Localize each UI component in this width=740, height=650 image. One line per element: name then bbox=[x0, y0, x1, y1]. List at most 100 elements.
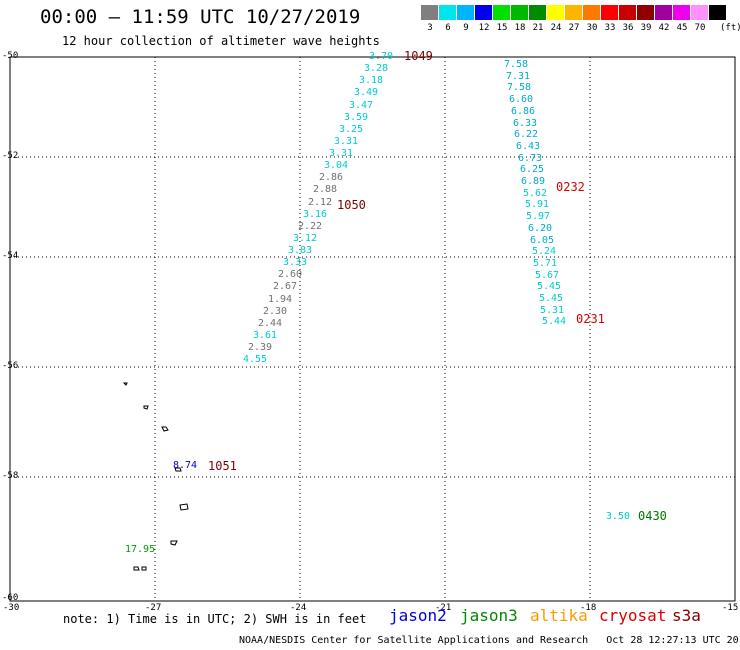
scale-swatch bbox=[421, 5, 439, 20]
scale-swatch bbox=[637, 5, 655, 20]
scale-unit: (ft) bbox=[720, 23, 740, 33]
wave-height-label: 6.86 bbox=[511, 106, 536, 117]
wave-height-label: 6.25 bbox=[520, 164, 545, 175]
map-frame bbox=[9, 56, 736, 602]
wave-height-label: 3.31 bbox=[329, 148, 354, 159]
wave-height-label: 5.45 bbox=[539, 293, 564, 304]
satellite-legend-item: jason3 bbox=[460, 606, 518, 625]
wave-height-label: 5.71 bbox=[533, 258, 558, 269]
scale-label: 30 bbox=[586, 23, 598, 33]
x-tick-label: -21 bbox=[435, 603, 452, 613]
satellite-legend-item: cryosat bbox=[599, 606, 667, 625]
scale-swatch bbox=[565, 5, 583, 20]
island-shape bbox=[179, 503, 189, 511]
scale-swatch bbox=[475, 5, 493, 20]
scale-label: 24 bbox=[550, 23, 562, 33]
wave-height-label: 6.22 bbox=[514, 129, 539, 140]
wave-height-label: 3.59 bbox=[344, 112, 369, 123]
footer-note: note: 1) Time is in UTC; 2) SWH is in fe… bbox=[63, 612, 367, 626]
scale-label: 9 bbox=[463, 23, 469, 33]
scale-label: 12 bbox=[478, 23, 490, 33]
x-tick-label: -27 bbox=[145, 603, 162, 613]
island-shape bbox=[170, 540, 178, 546]
wave-height-label: 2.30 bbox=[263, 306, 288, 317]
x-tick-label: -15 bbox=[722, 603, 739, 613]
map-title: 00:00 — 11:59 UTC 10/27/2019 bbox=[40, 6, 361, 28]
wave-height-label: 6.60 bbox=[509, 94, 534, 105]
wave-height-label: 2.86 bbox=[319, 172, 344, 183]
scale-swatch bbox=[493, 5, 511, 20]
wave-height-label: 5.24 bbox=[532, 246, 557, 257]
pass-time-label: 0232 bbox=[556, 180, 585, 194]
wave-height-label: 3.16 bbox=[303, 209, 328, 220]
scale-swatch bbox=[691, 5, 709, 20]
scale-swatch bbox=[511, 5, 529, 20]
wave-height-label: 7.58 bbox=[507, 82, 532, 93]
y-tick-label: -50 bbox=[2, 51, 19, 61]
scale-label: 36 bbox=[622, 23, 634, 33]
scale-label: 42 bbox=[658, 23, 670, 33]
island-shape bbox=[141, 566, 147, 571]
wave-height-label: 2.88 bbox=[313, 184, 338, 195]
grid-lines bbox=[10, 57, 735, 601]
wave-height-label: 7.31 bbox=[506, 71, 531, 82]
wave-height-label: 6.89 bbox=[521, 176, 546, 187]
scale-swatch bbox=[601, 5, 619, 20]
x-tick-label: -18 bbox=[580, 603, 597, 613]
pass-time-label: 0430 bbox=[638, 509, 667, 523]
wave-height-label: 3.12 bbox=[293, 233, 318, 244]
wave-height-label: 6.43 bbox=[516, 141, 541, 152]
island-shape bbox=[174, 467, 182, 472]
wave-height-label: 5.91 bbox=[525, 199, 550, 210]
island-shape bbox=[122, 382, 128, 386]
scale-label: 6 bbox=[445, 23, 451, 33]
wave-height-label: 6.73 bbox=[518, 153, 543, 164]
wave-height-label: 3.70 bbox=[369, 51, 394, 62]
satellite-legend-item: s3a bbox=[672, 606, 701, 625]
wave-height-label: 3.50 bbox=[606, 511, 631, 522]
wave-height-label: 5.97 bbox=[526, 211, 551, 222]
wave-height-label: 4.55 bbox=[243, 354, 268, 365]
y-tick-label: -52 bbox=[2, 151, 19, 161]
scale-swatch bbox=[655, 5, 673, 20]
wave-height-label: 6.20 bbox=[528, 223, 553, 234]
wave-height-label: 5.31 bbox=[540, 305, 565, 316]
scale-swatch bbox=[529, 5, 547, 20]
wave-height-label: 8.74 bbox=[173, 460, 198, 471]
wave-height-label: 3.18 bbox=[359, 75, 384, 86]
pass-time-label: 1049 bbox=[404, 49, 433, 63]
wave-height-label: 2.39 bbox=[248, 342, 273, 353]
wave-height-label: 6.05 bbox=[530, 235, 555, 246]
wave-height-label: 17.95 bbox=[125, 544, 156, 555]
wave-height-label: 3.47 bbox=[349, 100, 374, 111]
wave-height-label: 5.62 bbox=[523, 188, 548, 199]
wave-height-label: 3.28 bbox=[364, 63, 389, 74]
scale-swatch bbox=[457, 5, 475, 20]
scale-swatch bbox=[673, 5, 691, 20]
scale-label: 27 bbox=[568, 23, 580, 33]
islands bbox=[122, 382, 189, 571]
scale-label: 21 bbox=[532, 23, 544, 33]
map-subtitle: 12 hour collection of altimeter wave hei… bbox=[62, 34, 380, 48]
wave-height-label: 2.12 bbox=[308, 197, 333, 208]
wave-height-label: 3.04 bbox=[324, 160, 349, 171]
wave-height-label: 3.25 bbox=[339, 124, 364, 135]
wave-height-label: 5.45 bbox=[537, 281, 562, 292]
pass-time-label: 0231 bbox=[576, 312, 605, 326]
wave-height-label: 2.60 bbox=[278, 269, 303, 280]
scale-label: 33 bbox=[604, 23, 616, 33]
island-shape bbox=[161, 426, 169, 432]
scale-label: 18 bbox=[514, 23, 526, 33]
pass-time-label: 1050 bbox=[337, 198, 366, 212]
wave-height-label: 3.33 bbox=[283, 257, 308, 268]
y-tick-label: -60 bbox=[2, 593, 19, 603]
island-shape bbox=[133, 566, 140, 571]
scale-label: 45 bbox=[676, 23, 688, 33]
wave-height-label: 7.58 bbox=[504, 59, 529, 70]
wave-height-label: 2.67 bbox=[273, 281, 298, 292]
satellite-legend-item: jason2 bbox=[389, 606, 447, 625]
wave-height-label: 5.44 bbox=[542, 316, 567, 327]
scale-swatch bbox=[619, 5, 637, 20]
wave-height-label: 3.31 bbox=[334, 136, 359, 147]
